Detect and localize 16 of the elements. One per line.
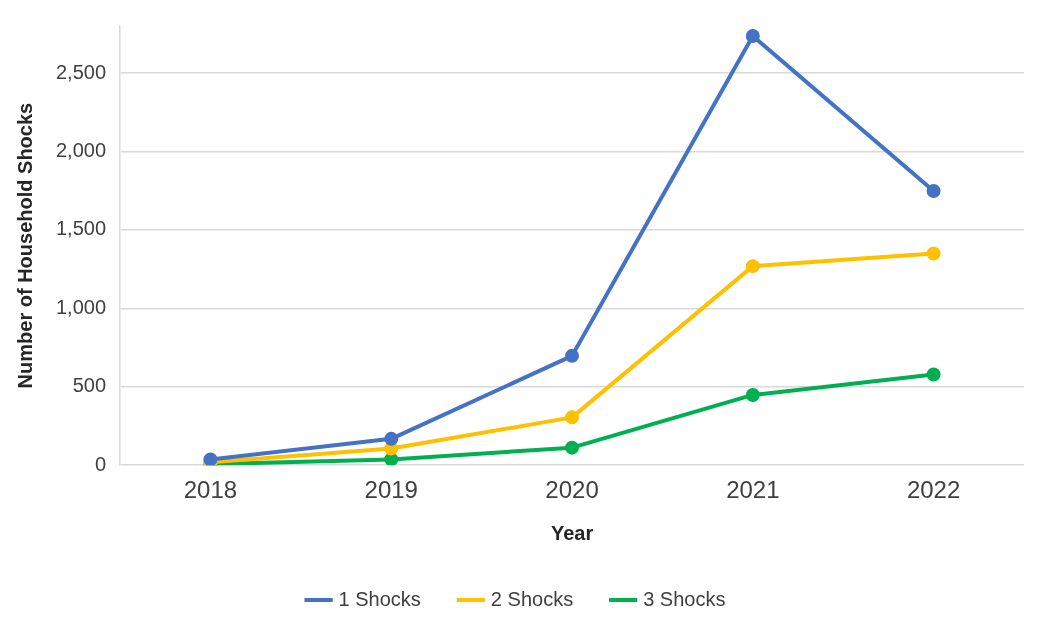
x-tick-label: 2021 [726,476,780,504]
legend-label: 1 Shocks [338,587,421,610]
y-tick-label: 2,500 [55,60,107,83]
legend-label: 2 Shocks [490,587,574,610]
x-tick-label: 2022 [906,476,961,504]
x-axis-title: Year [550,521,594,544]
legend-label: 3 Shocks [643,587,726,610]
y-tick-label: 2,000 [55,139,107,161]
y-tick-label: 1,500 [55,217,107,240]
y-tick-label: 500 [72,374,107,397]
x-tick-label: 2020 [545,476,599,504]
x-tick-label: 2018 [183,476,238,504]
x-tick-label: 2019 [364,476,418,504]
y-tick-label: 1,000 [55,295,107,318]
y-tick-label: 0 [94,452,107,475]
y-axis-title: Number of Household Shocks [13,102,36,389]
